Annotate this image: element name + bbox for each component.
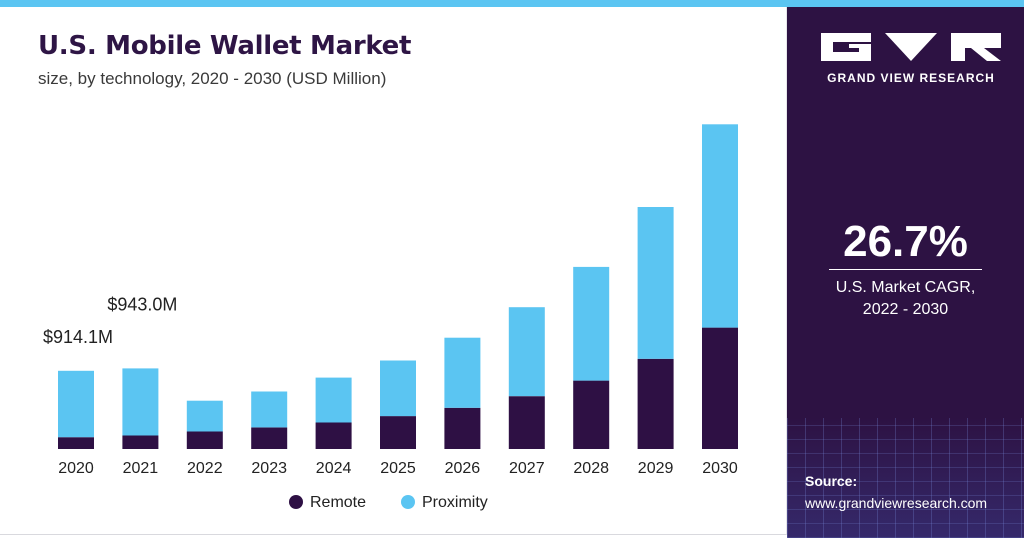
cagr-label-line1: U.S. Market CAGR, bbox=[835, 279, 976, 296]
top-accent-bar bbox=[0, 0, 1024, 7]
bar-remote-2026 bbox=[444, 407, 481, 449]
bar-proximity-2025 bbox=[380, 360, 416, 417]
cagr-label-line2: 2022 - 2030 bbox=[862, 301, 949, 318]
bar-proximity-2028 bbox=[573, 266, 610, 381]
legend-marker-proximity bbox=[401, 495, 415, 509]
grand-view-research-logo bbox=[819, 31, 1003, 63]
bar-remote-2030 bbox=[702, 327, 738, 449]
x-tick-label: 2029 bbox=[638, 460, 674, 477]
cagr-label: U.S. Market CAGR, 2022 - 2030 bbox=[787, 277, 1024, 321]
bar-chart: 2020 2021 2022 2023 2024 2025 2026 2027 2028 2029… bbox=[43, 124, 738, 511]
legend-label-remote: Remote bbox=[310, 494, 366, 511]
cagr-value: 26.7% bbox=[843, 217, 968, 266]
bar-remote-2028 bbox=[573, 380, 610, 449]
x-tick-label: 2024 bbox=[316, 460, 352, 477]
data-label: $943.0M bbox=[107, 294, 177, 314]
bar-proximity-2020 bbox=[58, 370, 94, 438]
bar-remote-2027 bbox=[508, 396, 545, 449]
bar-proximity-2026 bbox=[444, 337, 481, 408]
cagr-divider bbox=[829, 269, 982, 270]
brand-name: GRAND VIEW RESEARCH bbox=[827, 71, 995, 85]
x-tick-label: 2023 bbox=[251, 460, 287, 477]
bar-proximity-2024 bbox=[315, 377, 352, 423]
legend-marker-remote bbox=[289, 495, 303, 509]
bar-remote-2024 bbox=[315, 422, 352, 449]
side-panel: GRAND VIEW RESEARCH 26.7% U.S. Market CA… bbox=[787, 7, 1024, 538]
bar-remote-2029 bbox=[637, 358, 674, 449]
bar-remote-2023 bbox=[251, 427, 288, 449]
bar-remote-2021 bbox=[122, 435, 159, 449]
chart-title: U.S. Mobile Wallet Market bbox=[38, 31, 412, 61]
source-label: Source: bbox=[805, 473, 858, 489]
decorative-grid bbox=[787, 418, 1024, 538]
x-tick-label: 2030 bbox=[702, 460, 738, 477]
chart-subtitle: size, by technology, 2020 - 2030 (USD Mi… bbox=[38, 69, 387, 88]
bar-proximity-2021 bbox=[122, 368, 159, 436]
bar-proximity-2023 bbox=[251, 391, 288, 428]
data-label: $914.1M bbox=[43, 327, 113, 347]
bar-remote-2025 bbox=[380, 416, 416, 449]
chart-panel: U.S. Mobile Wallet Market size, by techn… bbox=[0, 7, 787, 535]
bar-proximity-2029 bbox=[637, 207, 674, 359]
x-tick-label: 2027 bbox=[509, 460, 545, 477]
bar-remote-2020 bbox=[58, 437, 94, 449]
x-tick-label: 2026 bbox=[445, 460, 481, 477]
bar-proximity-2027 bbox=[508, 307, 545, 397]
bar-proximity-2030 bbox=[702, 124, 738, 328]
legend-label-proximity: Proximity bbox=[422, 494, 488, 511]
bar-proximity-2022 bbox=[186, 400, 223, 432]
x-tick-label: 2028 bbox=[573, 460, 609, 477]
source-link[interactable]: www.grandviewresearch.com bbox=[805, 495, 988, 511]
x-tick-label: 2020 bbox=[58, 460, 94, 477]
x-tick-label: 2022 bbox=[187, 460, 223, 477]
bar-remote-2022 bbox=[186, 431, 223, 449]
x-tick-label: 2025 bbox=[380, 460, 416, 477]
x-tick-label: 2021 bbox=[123, 460, 159, 477]
